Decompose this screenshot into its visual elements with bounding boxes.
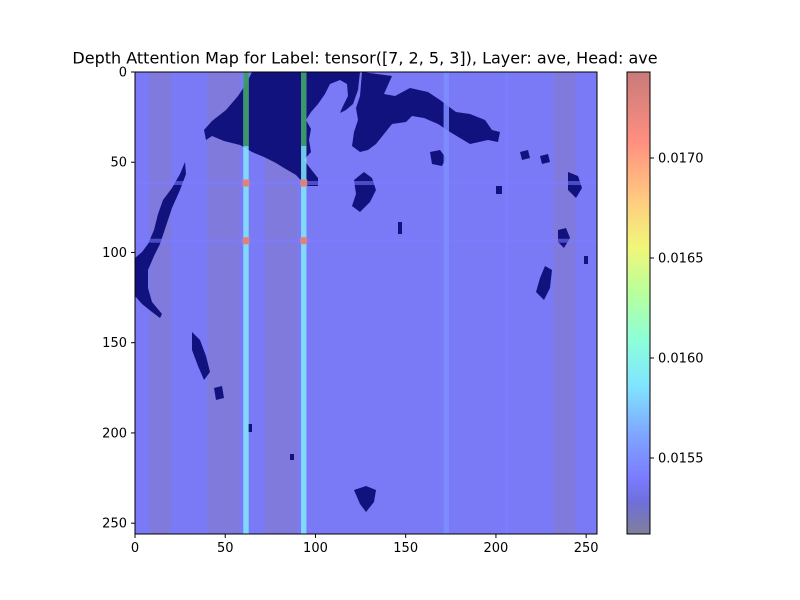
heatmap-frame [134, 71, 598, 535]
island-bottom-left [192, 332, 210, 380]
row-band-0 [135, 180, 597, 185]
dim-band-0 [149, 72, 172, 534]
island-center [430, 150, 446, 166]
island-right-2 [558, 228, 570, 248]
column-band-shadow-0 [243, 72, 249, 146]
x-tick-label-1: 50 [217, 541, 234, 556]
x-axis: 0 50 100 150 200 250 [131, 534, 599, 556]
y-tick-label-2: 100 [102, 246, 127, 261]
column-band-layer [243, 72, 509, 534]
y-tick-label-0: 0 [119, 66, 127, 81]
island-small-8 [584, 256, 588, 264]
colorbar-ticks: 0.0155 0.0160 0.0165 0.0170 [650, 152, 704, 467]
column-band-shadow-1 [301, 72, 307, 146]
peak-cell-3 [300, 237, 308, 245]
column-band-0 [243, 72, 249, 534]
x-tick-label-2: 100 [303, 541, 328, 556]
island-small-2 [540, 154, 550, 164]
chart-title: Depth Attention Map for Label: tensor([7… [72, 49, 657, 68]
x-tick-label-5: 250 [574, 541, 599, 556]
row-band-layer [135, 180, 597, 243]
landmass-top [204, 72, 360, 186]
column-band-1 [301, 72, 307, 534]
colorbar-tick-label-3: 0.0170 [658, 152, 704, 167]
colorbar-tick-label-2: 0.0165 [658, 252, 704, 267]
x-tick-label-0: 0 [131, 541, 139, 556]
landmass-right-arc [352, 72, 500, 152]
y-tick-label-5: 250 [102, 517, 127, 532]
row-band-1 [135, 238, 597, 243]
peak-cell-2 [242, 237, 250, 245]
colorbar-tick-label-0: 0.0155 [658, 452, 704, 467]
island-right-3 [536, 266, 552, 300]
column-band-3 [504, 72, 509, 534]
colorbar-tick-label-1: 0.0160 [658, 352, 704, 367]
column-band-2 [443, 72, 450, 534]
y-axis: 0 50 100 150 200 250 [102, 66, 135, 532]
island-small-3 [496, 186, 502, 194]
island-small-6 [248, 424, 252, 432]
y-tick-label-4: 200 [102, 426, 127, 441]
heatmap-area [135, 72, 597, 534]
peak-cell-0 [242, 179, 250, 187]
dim-band-3 [553, 72, 576, 534]
dim-band-1 [207, 72, 240, 534]
y-tick-label-1: 50 [110, 156, 127, 171]
island-bottom [354, 486, 376, 512]
peak-cell-layer [242, 179, 308, 245]
island-small-7 [290, 454, 294, 460]
island-right-1 [568, 172, 582, 198]
peak-cell-1 [300, 179, 308, 187]
x-tick-label-3: 150 [393, 541, 418, 556]
island-small-1 [520, 150, 530, 160]
island-small-4 [398, 222, 402, 234]
colorbar-gradient [626, 71, 651, 535]
x-tick-label-4: 200 [484, 541, 509, 556]
y-tick-label-3: 150 [102, 336, 127, 351]
island-small-5 [214, 386, 224, 400]
colorbar: 0.0155 0.0160 0.0165 0.0170 [626, 71, 704, 535]
